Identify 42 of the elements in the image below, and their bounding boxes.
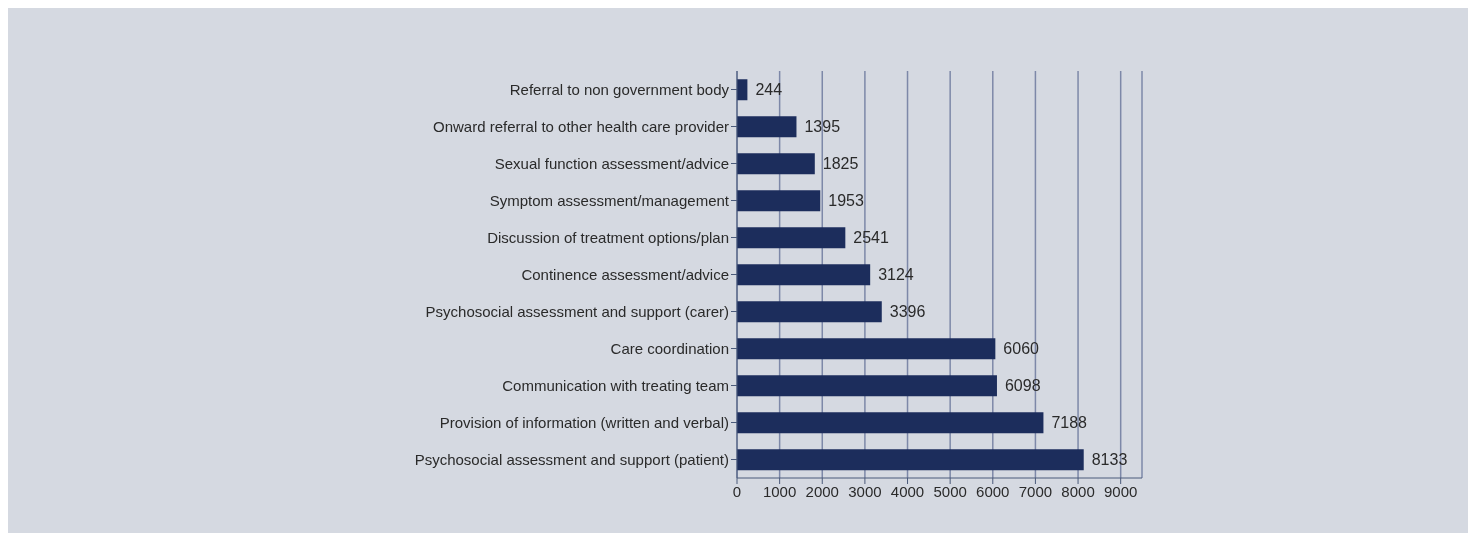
x-tick-label: 3000 <box>848 482 882 500</box>
x-tick-label: 1000 <box>762 482 797 500</box>
y-tick-label: Psychosocial assessment and support (carer) <box>425 302 729 320</box>
x-tick-label: 5000 <box>933 482 967 500</box>
y-tick-label: Psychosocial assessment and support (patient) <box>414 450 729 468</box>
y-tick-label: Continence assessment/advice <box>521 265 729 283</box>
y-tick-label: Communication with treating team <box>502 376 729 394</box>
data-label: 7188 <box>1051 414 1088 432</box>
data-label: 1953 <box>828 192 864 210</box>
x-tick-label: 6000 <box>976 482 1010 500</box>
bar <box>737 264 871 286</box>
bar <box>737 190 821 212</box>
y-tick-label: Care coordination <box>610 339 729 357</box>
data-label: 244 <box>755 81 783 99</box>
y-tick-label: Sexual function assessment/advice <box>494 154 729 172</box>
data-label: 6098 <box>1004 377 1041 395</box>
data-label: 2541 <box>853 229 890 247</box>
y-tick-label: Onward referral to other health care provider <box>433 117 729 135</box>
data-label: 1825 <box>822 155 859 173</box>
bar <box>737 116 797 138</box>
bar <box>737 301 882 323</box>
bar <box>737 338 996 360</box>
y-tick-label: Provision of information (written and verbal) <box>439 413 729 431</box>
bar <box>737 227 846 249</box>
bar <box>737 375 997 397</box>
data-label: 3124 <box>878 266 914 284</box>
bar <box>737 153 815 175</box>
data-label: 8133 <box>1091 451 1128 469</box>
data-label: 6060 <box>1003 340 1040 358</box>
x-tick-label: 8000 <box>1061 482 1095 500</box>
data-label: 3396 <box>889 303 926 321</box>
x-tick-label: 2000 <box>805 482 839 500</box>
y-tick-label: Discussion of treatment options/plan <box>487 228 729 246</box>
x-tick-label: 0 <box>732 482 742 500</box>
x-tick-label: 4000 <box>890 482 925 500</box>
y-tick-label: Symptom assessment/management <box>489 191 730 209</box>
y-tick-label: Referral to non government body <box>509 80 730 98</box>
bar <box>737 449 1084 471</box>
bar <box>737 412 1044 434</box>
x-tick-label: 9000 <box>1104 482 1138 500</box>
data-label: 1395 <box>804 118 841 136</box>
x-tick-label: 7000 <box>1018 482 1053 500</box>
